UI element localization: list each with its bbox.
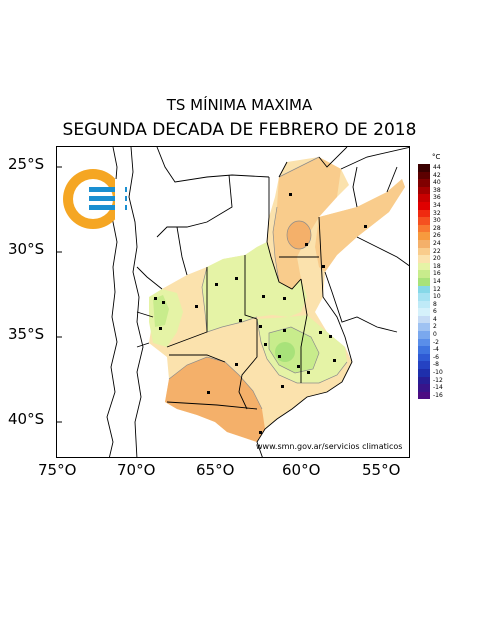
lon-label-75o: 75°O	[38, 461, 77, 479]
legend-unit: °C	[432, 153, 441, 161]
legend-swatch	[418, 300, 430, 309]
lat-label-35s: 35°S	[8, 325, 45, 343]
lon-label-55o: 55°O	[362, 461, 401, 479]
legend-label: -2	[433, 338, 439, 346]
lat-ticks	[57, 166, 62, 423]
legend-swatch	[418, 247, 430, 256]
legend-label: -4	[433, 346, 439, 354]
smn-logo-icon	[63, 169, 127, 229]
legend-swatch	[418, 346, 430, 354]
map-panel	[56, 146, 410, 458]
legend-label: 44	[433, 164, 441, 171]
legend-label: 4	[433, 315, 437, 323]
legend-swatch	[418, 323, 430, 332]
legend-label: -12	[433, 376, 443, 384]
lat-label-30s: 30°S	[8, 240, 45, 258]
legend-label: 6	[433, 308, 437, 316]
legend-label: 22	[433, 247, 441, 255]
station-markers	[154, 193, 367, 434]
legend-label: 20	[433, 255, 441, 263]
map-title: TS MÍNIMA MAXIMA	[166, 96, 313, 114]
legend-swatch	[418, 179, 430, 187]
legend-swatch	[418, 361, 430, 370]
legend-swatch	[418, 331, 430, 339]
legend-swatch	[418, 277, 430, 286]
credit-text: www.smn.gov.ar/servicios climaticos	[256, 442, 403, 451]
legend-label: -10	[433, 369, 443, 377]
temp-field-coolest-spot	[275, 342, 295, 362]
map-subtitle: SEGUNDA DECADA DE FEBRERO DE 2018	[62, 120, 417, 140]
legend-label: 42	[433, 171, 441, 179]
legend-swatch	[418, 270, 430, 278]
legend-swatch	[418, 255, 430, 263]
legend-swatch	[418, 224, 430, 233]
legend-swatch	[418, 232, 430, 240]
legend-color-bar	[418, 164, 430, 400]
legend-swatch	[418, 262, 430, 271]
legend-label: -8	[433, 361, 439, 369]
legend-swatch	[418, 209, 430, 218]
legend-label: -16	[433, 391, 443, 399]
legend-label: 40	[433, 179, 441, 187]
legend-swatch	[418, 201, 430, 210]
legend-label: 8	[433, 300, 437, 308]
temp-field-warm-northeast	[273, 157, 341, 289]
legend-swatch	[418, 376, 430, 385]
legend-labels: 44 42 40 38 36 34 32 30 28 26 24 22 20 18 16 14 12 10 8 6 4 2…	[433, 164, 443, 399]
legend-swatch	[418, 164, 430, 172]
temp-field-warm-misiones	[315, 179, 405, 272]
legend-label: 18	[433, 262, 441, 270]
legend-label: 16	[433, 270, 441, 278]
legend-swatch	[418, 353, 430, 362]
legend-swatch	[418, 186, 430, 195]
legend-swatch	[418, 217, 430, 225]
legend-swatch	[418, 384, 430, 392]
legend-swatch	[418, 338, 430, 347]
legend-label: 30	[433, 217, 441, 225]
legend-label: 0	[433, 331, 437, 339]
legend-swatch	[418, 194, 430, 202]
legend-label: 12	[433, 285, 441, 293]
lon-label-65o: 65°O	[196, 461, 235, 479]
legend-swatch	[418, 293, 430, 301]
legend-swatch	[418, 391, 430, 400]
legend-swatch	[418, 239, 430, 248]
legend-swatch	[418, 285, 430, 294]
legend-label: 36	[433, 194, 441, 202]
lon-label-60o: 60°O	[282, 461, 321, 479]
legend-swatch	[418, 308, 430, 316]
lat-label-40s: 40°S	[8, 410, 45, 428]
temp-field-warm-south	[165, 357, 265, 442]
lon-label-70o: 70°O	[117, 461, 156, 479]
temp-field-green-central	[202, 242, 307, 332]
legend-label: 26	[433, 232, 441, 240]
temp-field-hot-spot	[287, 221, 311, 249]
legend-label: 24	[433, 239, 441, 247]
legend-label: -14	[433, 384, 443, 392]
legend-label: 2	[433, 323, 437, 331]
legend-label: 38	[433, 186, 441, 194]
legend-swatch	[418, 315, 430, 324]
legend-label: 14	[433, 277, 441, 285]
legend-label: 34	[433, 201, 441, 209]
legend-label: -6	[433, 353, 439, 361]
map-svg	[57, 147, 409, 457]
legend-label: 32	[433, 209, 441, 217]
legend-label: 28	[433, 224, 441, 232]
lat-label-25s: 25°S	[8, 155, 45, 173]
legend-swatch	[418, 171, 430, 180]
legend-swatch	[418, 369, 430, 377]
legend-label: 10	[433, 293, 441, 301]
